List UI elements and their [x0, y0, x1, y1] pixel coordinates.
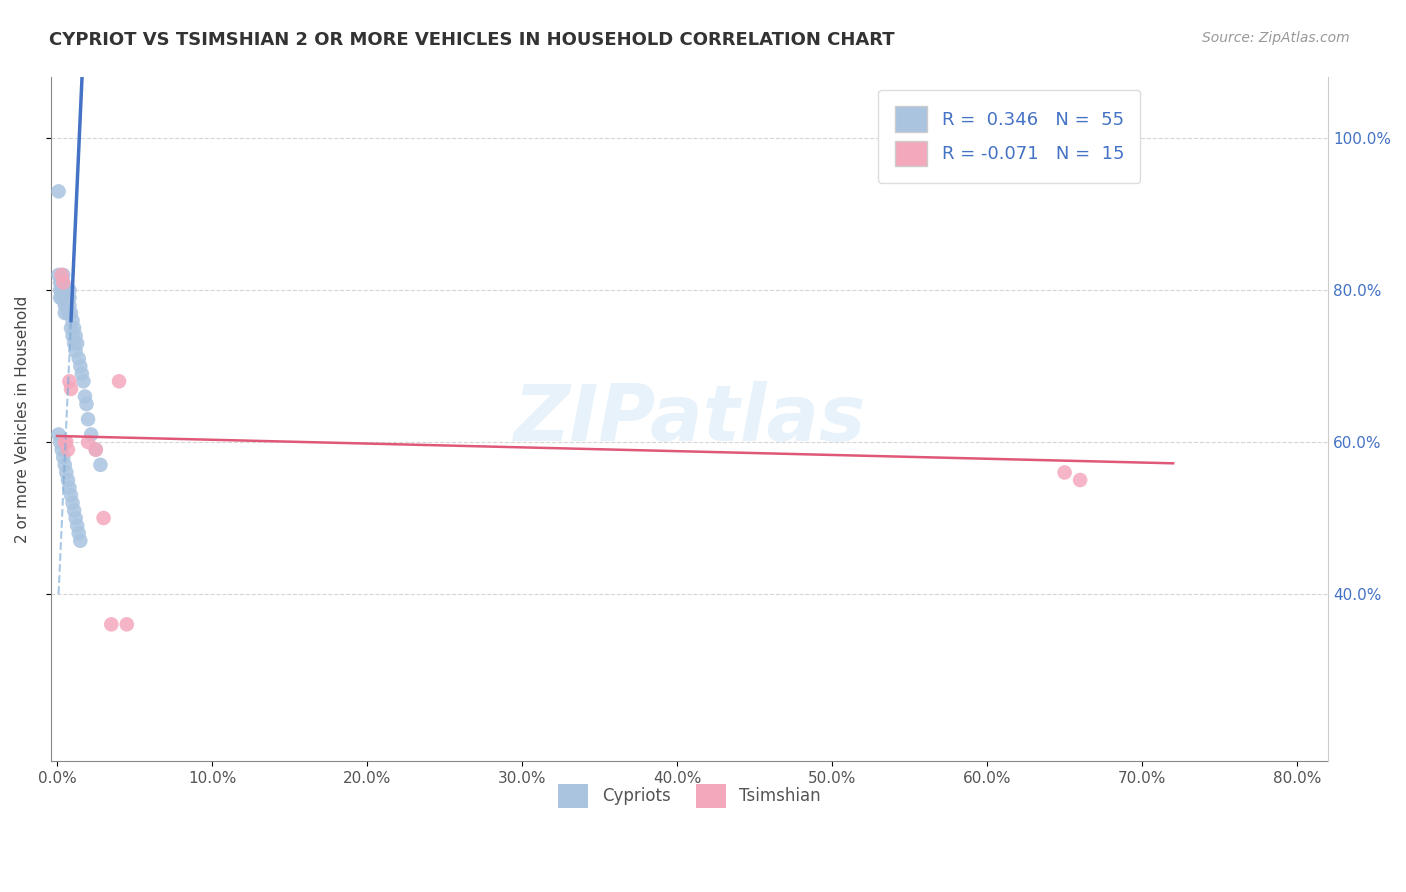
Point	[51, 291, 73, 305]
Point	[62, 496, 84, 510]
Point	[53, 306, 76, 320]
Point	[49, 276, 72, 290]
Point	[58, 291, 80, 305]
Point	[65, 511, 87, 525]
Point	[48, 427, 70, 442]
Point	[59, 488, 82, 502]
Point	[51, 442, 73, 457]
Point	[89, 458, 111, 472]
Point	[49, 435, 72, 450]
Point	[62, 328, 84, 343]
Point	[63, 503, 86, 517]
Point	[1053, 466, 1076, 480]
Point	[55, 466, 77, 480]
Point	[72, 374, 94, 388]
Point	[77, 435, 100, 450]
Point	[52, 450, 75, 465]
Point	[53, 291, 76, 305]
Point	[73, 389, 96, 403]
Point	[77, 412, 100, 426]
Point	[53, 435, 76, 450]
Point	[115, 617, 138, 632]
Point	[49, 283, 72, 297]
Point	[52, 276, 75, 290]
Point	[49, 291, 72, 305]
Point	[56, 291, 79, 305]
Point	[52, 268, 75, 282]
Y-axis label: 2 or more Vehicles in Household: 2 or more Vehicles in Household	[15, 295, 30, 543]
Text: ZIPatlas: ZIPatlas	[513, 381, 866, 458]
Point	[63, 321, 86, 335]
Point	[84, 442, 107, 457]
Point	[69, 359, 91, 373]
Point	[56, 442, 79, 457]
Point	[48, 185, 70, 199]
Point	[53, 458, 76, 472]
Point	[52, 276, 75, 290]
Point	[67, 526, 90, 541]
Text: CYPRIOT VS TSIMSHIAN 2 OR MORE VEHICLES IN HOUSEHOLD CORRELATION CHART: CYPRIOT VS TSIMSHIAN 2 OR MORE VEHICLES …	[49, 31, 894, 49]
Point	[65, 328, 87, 343]
Point	[100, 617, 122, 632]
Point	[84, 442, 107, 457]
Point	[80, 427, 103, 442]
Point	[55, 298, 77, 312]
Legend: Cypriots, Tsimshian: Cypriots, Tsimshian	[551, 777, 827, 814]
Point	[67, 351, 90, 366]
Point	[51, 283, 73, 297]
Point	[108, 374, 131, 388]
Point	[51, 276, 73, 290]
Point	[51, 268, 73, 282]
Point	[55, 435, 77, 450]
Point	[66, 518, 89, 533]
Point	[62, 313, 84, 327]
Point	[52, 283, 75, 297]
Point	[58, 374, 80, 388]
Point	[59, 321, 82, 335]
Point	[69, 533, 91, 548]
Point	[59, 382, 82, 396]
Point	[58, 298, 80, 312]
Point	[58, 283, 80, 297]
Point	[59, 306, 82, 320]
Point	[93, 511, 115, 525]
Point	[55, 283, 77, 297]
Point	[48, 268, 70, 282]
Point	[70, 367, 93, 381]
Point	[63, 336, 86, 351]
Point	[58, 481, 80, 495]
Point	[66, 336, 89, 351]
Text: Source: ZipAtlas.com: Source: ZipAtlas.com	[1202, 31, 1350, 45]
Point	[56, 473, 79, 487]
Point	[76, 397, 98, 411]
Point	[53, 298, 76, 312]
Point	[65, 343, 87, 358]
Point	[1069, 473, 1091, 487]
Point	[56, 306, 79, 320]
